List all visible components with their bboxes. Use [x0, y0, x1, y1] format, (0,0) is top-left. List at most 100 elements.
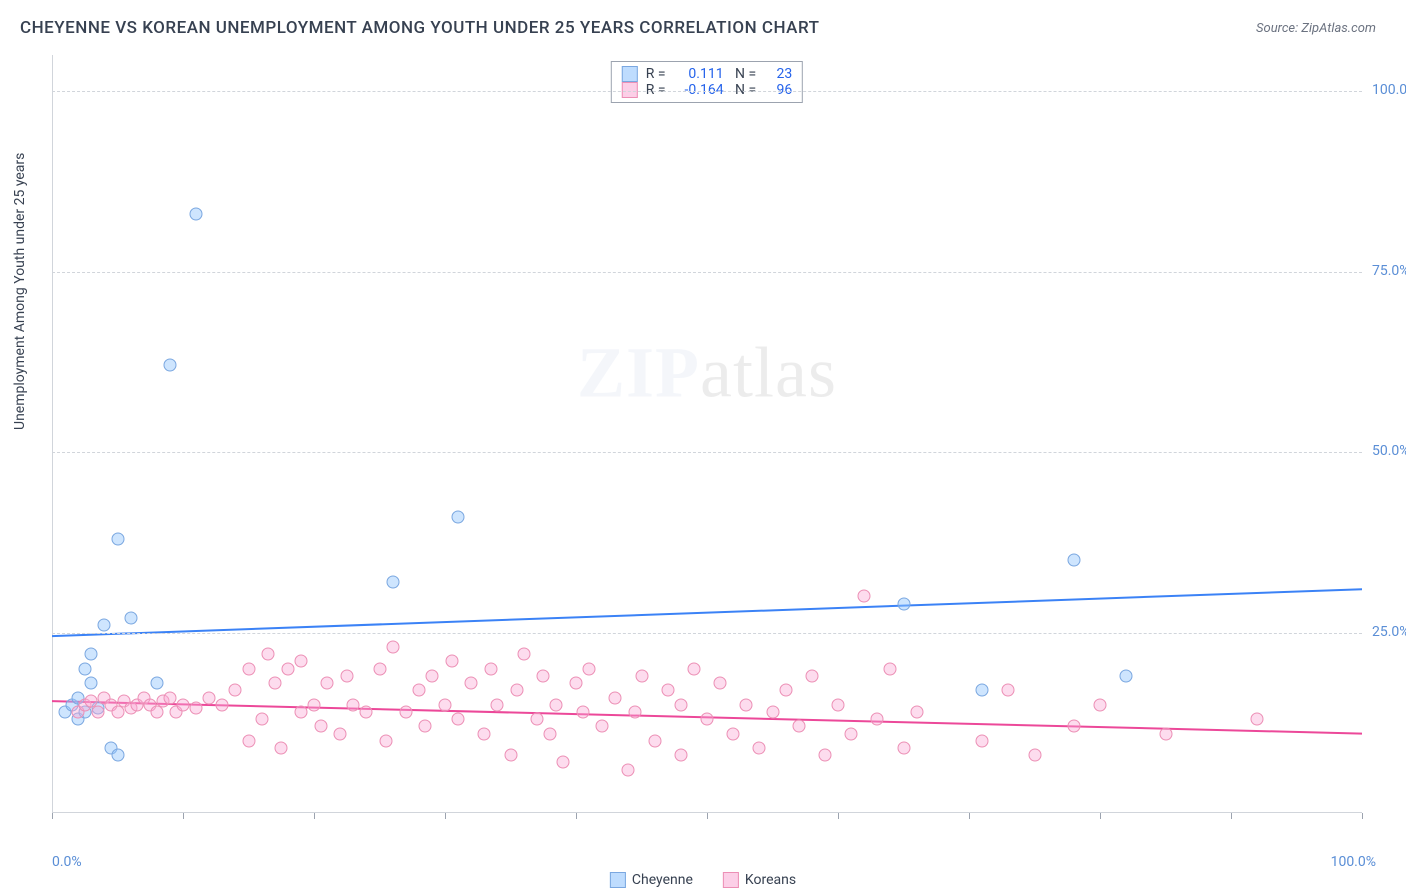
data-point — [674, 698, 687, 711]
data-point — [537, 669, 550, 682]
x-tick — [445, 813, 446, 819]
legend-item-cheyenne: Cheyenne — [610, 872, 693, 888]
data-point — [465, 677, 478, 690]
data-point — [190, 207, 203, 220]
data-point — [242, 734, 255, 747]
x-tick — [52, 813, 53, 819]
data-point — [897, 597, 910, 610]
n-value-cheyenne: 23 — [764, 66, 792, 82]
plot-area: ZIPatlas R = 0.111 N = 23 R = -0.164 N =… — [52, 55, 1362, 813]
x-tick — [314, 813, 315, 819]
data-point — [360, 705, 373, 718]
n-value-koreans: 96 — [764, 82, 792, 98]
y-tick-label: 50.0% — [1372, 443, 1406, 459]
data-point — [150, 677, 163, 690]
data-point — [740, 698, 753, 711]
data-point — [294, 655, 307, 668]
data-point — [452, 713, 465, 726]
r-value-koreans: -0.164 — [674, 82, 724, 98]
stats-row-cheyenne: R = 0.111 N = 23 — [622, 66, 792, 82]
legend-label-koreans: Koreans — [745, 872, 796, 888]
watermark: ZIPatlas — [577, 332, 837, 415]
swatch-blue-icon — [610, 872, 626, 888]
data-point — [412, 684, 425, 697]
data-point — [281, 662, 294, 675]
data-point — [753, 742, 766, 755]
data-point — [976, 734, 989, 747]
data-point — [1159, 727, 1172, 740]
x-tick — [838, 813, 839, 819]
data-point — [242, 662, 255, 675]
x-tick — [576, 813, 577, 819]
chart-container: CHEYENNE VS KOREAN UNEMPLOYMENT AMONG YO… — [0, 0, 1406, 892]
chart-title: CHEYENNE VS KOREAN UNEMPLOYMENT AMONG YO… — [20, 18, 819, 38]
data-point — [1251, 713, 1264, 726]
grid-line — [52, 633, 1362, 634]
legend-item-koreans: Koreans — [723, 872, 796, 888]
x-tick — [969, 813, 970, 819]
data-point — [550, 698, 563, 711]
data-point — [576, 705, 589, 718]
watermark-light: atlas — [700, 333, 837, 413]
trend-line-cheyenne — [52, 589, 1362, 636]
x-tick — [1362, 813, 1363, 819]
data-point — [674, 749, 687, 762]
n-label: N = — [732, 82, 757, 98]
data-point — [517, 648, 530, 661]
data-point — [976, 684, 989, 697]
data-point — [452, 511, 465, 524]
r-value-cheyenne: 0.111 — [674, 66, 724, 82]
data-point — [439, 698, 452, 711]
data-point — [347, 698, 360, 711]
data-point — [570, 677, 583, 690]
data-point — [556, 756, 569, 769]
x-tick — [707, 813, 708, 819]
data-point — [163, 359, 176, 372]
data-point — [583, 662, 596, 675]
data-point — [1120, 669, 1133, 682]
r-label: R = — [646, 82, 666, 98]
data-point — [445, 655, 458, 668]
data-point — [661, 684, 674, 697]
data-point — [530, 713, 543, 726]
stats-row-koreans: R = -0.164 N = 96 — [622, 82, 792, 98]
watermark-bold: ZIP — [577, 333, 700, 413]
data-point — [832, 698, 845, 711]
x-tick — [1100, 813, 1101, 819]
data-point — [124, 612, 137, 625]
grid-line — [52, 272, 1362, 273]
data-point — [871, 713, 884, 726]
data-point — [111, 532, 124, 545]
trend-lines-svg — [52, 55, 1362, 813]
data-point — [294, 705, 307, 718]
data-point — [78, 662, 91, 675]
x-min-label: 0.0% — [52, 854, 82, 870]
data-point — [321, 677, 334, 690]
data-point — [491, 698, 504, 711]
data-point — [805, 669, 818, 682]
data-point — [628, 705, 641, 718]
data-point — [373, 662, 386, 675]
data-point — [334, 727, 347, 740]
swatch-pink-icon — [723, 872, 739, 888]
data-point — [229, 684, 242, 697]
data-point — [177, 698, 190, 711]
y-axis-line — [52, 55, 53, 813]
data-point — [504, 749, 517, 762]
data-point — [478, 727, 491, 740]
header: CHEYENNE VS KOREAN UNEMPLOYMENT AMONG YO… — [20, 18, 1376, 38]
data-point — [687, 662, 700, 675]
data-point — [622, 763, 635, 776]
data-point — [163, 691, 176, 704]
data-point — [845, 727, 858, 740]
data-point — [1067, 720, 1080, 733]
data-point — [511, 684, 524, 697]
data-point — [766, 705, 779, 718]
y-tick-label: 100.0% — [1372, 82, 1406, 98]
data-point — [792, 720, 805, 733]
data-point — [386, 576, 399, 589]
data-point — [818, 749, 831, 762]
r-label: R = — [646, 66, 666, 82]
stats-legend-box: R = 0.111 N = 23 R = -0.164 N = 96 — [611, 61, 803, 103]
data-point — [255, 713, 268, 726]
